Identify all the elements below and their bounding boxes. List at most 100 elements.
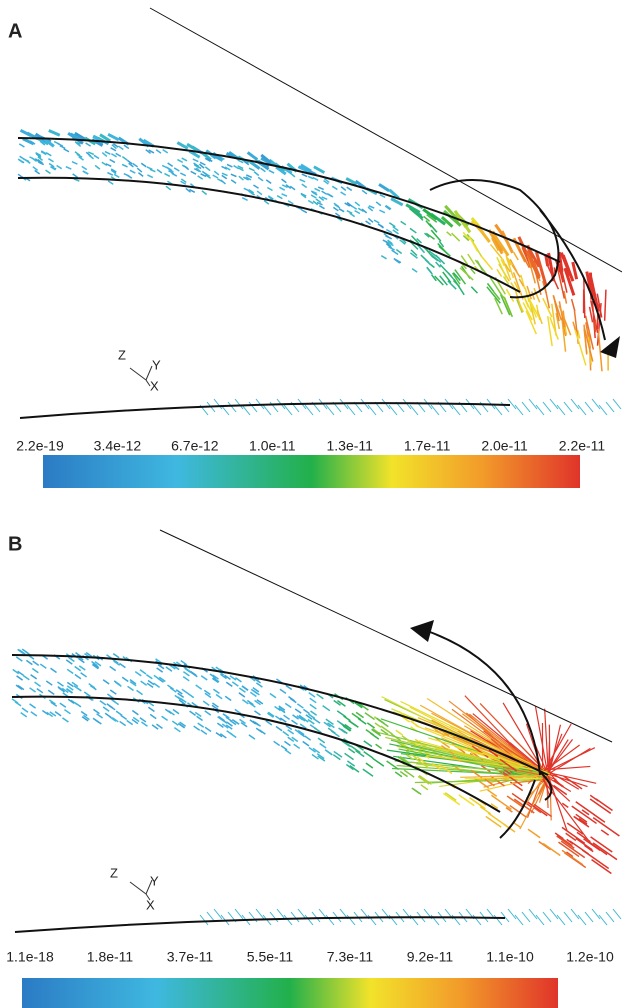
vector <box>101 151 108 157</box>
vector <box>458 794 475 807</box>
vector <box>294 708 302 714</box>
vector <box>279 186 286 191</box>
vector <box>556 266 566 299</box>
vector <box>315 198 322 204</box>
vector <box>312 717 321 724</box>
vector <box>459 267 474 281</box>
vector <box>48 699 56 705</box>
vector <box>340 191 347 196</box>
vector <box>312 747 321 754</box>
vector <box>147 679 155 686</box>
vector <box>92 663 99 670</box>
vector <box>74 141 81 145</box>
vector <box>556 835 575 849</box>
vector <box>177 158 184 164</box>
vector <box>235 677 242 683</box>
vector <box>344 723 352 730</box>
vector <box>57 686 65 692</box>
vector <box>195 167 202 173</box>
vector <box>172 708 180 715</box>
vector <box>161 164 168 169</box>
vector <box>310 190 317 195</box>
vector <box>460 774 551 778</box>
vector <box>514 404 524 416</box>
vector <box>500 401 510 413</box>
colorbar-label: 3.7e-11 <box>167 949 214 965</box>
colorbar-label: 6.7e-12 <box>171 438 219 454</box>
vector <box>37 156 44 162</box>
vector <box>275 715 282 721</box>
vector <box>180 659 188 666</box>
vector <box>241 699 249 705</box>
vector <box>56 164 63 170</box>
vector <box>189 710 197 716</box>
vector <box>104 712 112 719</box>
vector <box>304 404 314 416</box>
vector <box>22 137 35 146</box>
vector <box>549 908 559 920</box>
vector <box>426 754 542 771</box>
vector <box>80 710 88 717</box>
vector <box>409 241 419 250</box>
arrow-head <box>600 336 620 358</box>
vector <box>514 914 524 926</box>
vector <box>32 660 40 666</box>
vector <box>505 288 515 303</box>
contour <box>19 402 511 419</box>
vector <box>357 717 367 725</box>
vector <box>294 729 302 735</box>
axis-label: Y <box>152 357 161 372</box>
vector <box>34 132 47 142</box>
vector <box>372 757 385 767</box>
vector <box>165 185 172 191</box>
vector <box>395 729 404 736</box>
vector <box>324 749 333 755</box>
vector <box>230 179 237 184</box>
vector <box>199 161 206 166</box>
vector <box>363 740 373 748</box>
vector <box>111 144 117 150</box>
vector <box>509 741 550 777</box>
vector <box>561 802 569 809</box>
vector <box>110 168 117 173</box>
vector <box>200 173 207 178</box>
vector <box>416 238 423 244</box>
vector <box>157 663 165 670</box>
vector <box>177 722 185 729</box>
vector <box>293 743 301 750</box>
vector <box>471 745 489 758</box>
vector <box>434 275 444 286</box>
vector <box>491 237 499 252</box>
vector <box>521 401 531 413</box>
vector <box>284 740 291 747</box>
vector <box>129 679 137 685</box>
vector <box>39 663 47 669</box>
vector <box>453 278 465 296</box>
vector <box>148 149 155 154</box>
vector <box>83 714 90 721</box>
vector <box>215 693 223 700</box>
vector <box>490 794 512 810</box>
vector <box>375 201 382 207</box>
vector <box>343 715 351 722</box>
vector <box>240 721 248 728</box>
vector <box>444 792 457 801</box>
vector <box>16 675 24 681</box>
vector <box>558 841 580 858</box>
vector <box>147 174 154 179</box>
vector <box>203 689 211 696</box>
vector <box>45 152 52 157</box>
vector <box>121 676 129 683</box>
vector <box>502 771 523 787</box>
vector <box>280 745 288 751</box>
vector <box>405 750 418 760</box>
vector <box>213 170 220 176</box>
vector <box>77 657 85 664</box>
vector <box>127 685 134 692</box>
vector <box>179 721 187 727</box>
vector <box>212 702 219 708</box>
vector <box>197 175 204 180</box>
vector <box>488 749 499 758</box>
vector <box>57 681 64 687</box>
